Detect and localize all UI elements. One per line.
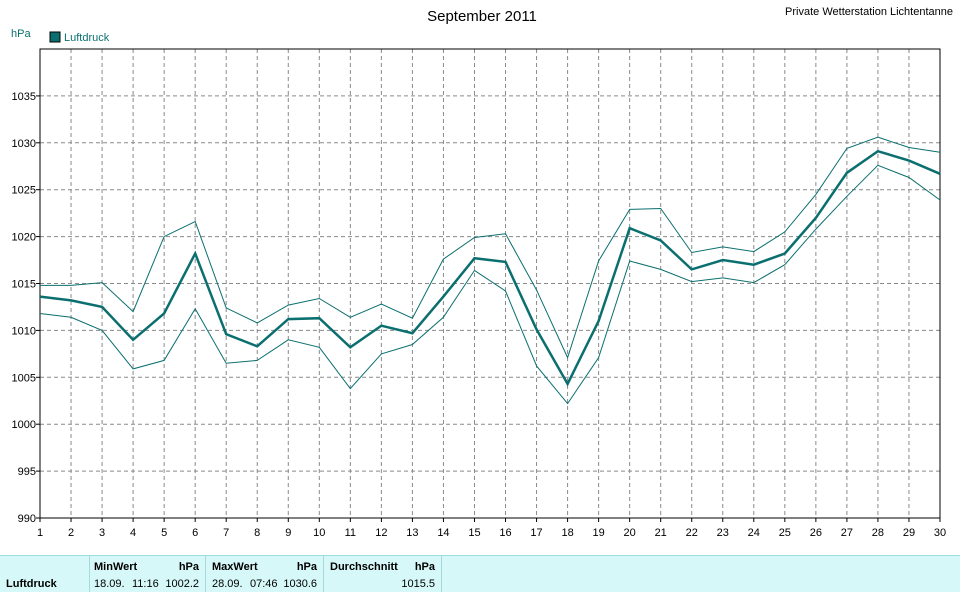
y-tick-label-1035: 1035: [12, 91, 36, 103]
x-tick-label-22: 22: [686, 527, 698, 539]
max-header: MaxWert: [212, 561, 258, 573]
statistics-bar: Luftdruck MinWert hPa 18.09. 11:16 1002.…: [0, 555, 960, 592]
stats-avg-cell: Durchschnitt hPa 1015.5: [324, 556, 442, 592]
y-tick-label-1010: 1010: [12, 325, 36, 337]
y-tick-label-1025: 1025: [12, 185, 36, 197]
stats-row-label: Luftdruck: [6, 578, 57, 590]
x-tick-label-3: 3: [99, 527, 105, 539]
x-tick-label-5: 5: [161, 527, 167, 539]
x-tick-label-29: 29: [903, 527, 915, 539]
x-tick-label-28: 28: [872, 527, 884, 539]
x-tick-label-8: 8: [254, 527, 260, 539]
x-tick-label-19: 19: [592, 527, 604, 539]
x-tick-label-11: 11: [345, 527, 356, 539]
x-tick-label-18: 18: [561, 527, 573, 539]
x-tick-label-17: 17: [530, 527, 542, 539]
min-header: MinWert: [94, 561, 138, 573]
x-tick-label-24: 24: [748, 527, 760, 539]
series-group: [39, 136, 941, 405]
legend-swatch: [49, 31, 61, 43]
x-tick-label-23: 23: [717, 527, 729, 539]
x-tick-label-20: 20: [624, 527, 636, 539]
station-name: Private Wetterstation Lichtentanne: [785, 6, 953, 18]
x-tick-label-7: 7: [223, 527, 229, 539]
x-tick-label-27: 27: [841, 527, 853, 539]
y-tick-label-1005: 1005: [12, 372, 36, 384]
series-line-min: [39, 164, 941, 405]
min-value: 1002.2: [165, 578, 199, 590]
y-tick-label-995: 995: [18, 466, 36, 478]
min-time: 11:16: [132, 578, 159, 590]
y-tick-label-1030: 1030: [12, 138, 36, 150]
chart-title: September 2011: [427, 8, 537, 25]
y-tick-label-1000: 1000: [12, 419, 36, 431]
max-unit: hPa: [296, 561, 317, 573]
x-tick-label-30: 30: [934, 527, 946, 539]
x-tick-label-12: 12: [375, 527, 387, 539]
y-tick-label-1020: 1020: [12, 232, 36, 244]
x-tick-label-6: 6: [192, 527, 198, 539]
x-tick-label-21: 21: [655, 527, 667, 539]
stats-label-cell: Luftdruck: [0, 556, 90, 592]
grid-lines: [40, 49, 940, 518]
legend-label: Luftdruck: [64, 32, 110, 44]
x-tick-label-9: 9: [285, 527, 291, 539]
max-time: 07:46: [250, 578, 278, 590]
y-tick-label-1015: 1015: [12, 279, 36, 291]
x-tick-label-14: 14: [437, 527, 449, 539]
x-tick-label-26: 26: [810, 527, 822, 539]
x-axis-ticks: 1 2 3 4 5 6 7 8 9 10 11 12 13 14 15 16 17 18 19 20 21 22 23 24 2…: [37, 518, 946, 539]
y-axis-unit: hPa: [11, 28, 31, 40]
x-tick-label-16: 16: [499, 527, 511, 539]
pressure-chart: September 2011 Private Wetterstation Lic…: [11, 6, 953, 539]
y-axis-ticks: 990 995 1000 1005 1010 1015 1020 1025 1030 1035: [12, 91, 40, 525]
x-tick-label-1: 1: [37, 527, 43, 539]
avg-value: 1015.5: [401, 578, 435, 590]
x-tick-label-10: 10: [313, 527, 325, 539]
avg-header: Durchschnitt: [330, 561, 398, 573]
min-unit: hPa: [178, 561, 199, 573]
x-tick-label-4: 4: [130, 527, 136, 539]
max-date: 28.09.: [212, 578, 243, 590]
max-value: 1030.6: [283, 578, 317, 590]
avg-unit: hPa: [414, 561, 435, 573]
x-tick-label-2: 2: [68, 527, 74, 539]
series-line-mean: [39, 149, 941, 387]
x-tick-label-25: 25: [779, 527, 791, 539]
min-date: 18.09.: [94, 578, 125, 590]
y-tick-label-990: 990: [18, 513, 36, 525]
stats-min-cell: MinWert hPa 18.09. 11:16 1002.2: [90, 556, 206, 592]
stats-max-cell: MaxWert hPa 28.09. 07:46 1030.6: [206, 556, 324, 592]
x-tick-label-13: 13: [406, 527, 418, 539]
x-tick-label-15: 15: [468, 527, 480, 539]
series-line-max: [40, 136, 941, 359]
